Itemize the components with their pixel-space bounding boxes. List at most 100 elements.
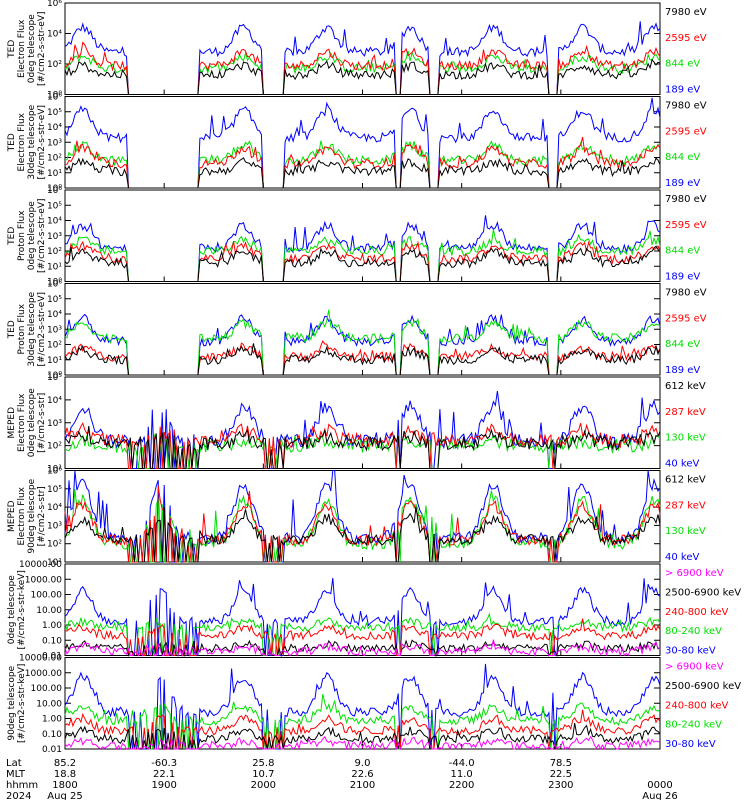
y-tick-label: 1000.00 [25, 575, 62, 585]
channel-label: 189 eV [665, 272, 700, 283]
y-tick-label: 10⁵ [47, 108, 62, 118]
series-black [64, 426, 661, 469]
y-tick-label: 10⁰ [47, 184, 62, 194]
x-label-hhmm: 2000 [251, 780, 276, 791]
y-tick-label: 10⁰ [47, 371, 62, 381]
x-row-title-year: 2024 [6, 791, 31, 800]
y-tick-label: 10³ [47, 138, 62, 148]
channel-label: 189 eV [665, 178, 700, 189]
channel-label: 189 eV [665, 85, 700, 96]
y-tick-label: 10¹ [47, 262, 62, 272]
y-axis-label-line: [#/cm2-s-str-eV] [37, 198, 47, 273]
series-green [64, 693, 661, 750]
y-axis-label-line: 30deg telescope [27, 104, 37, 179]
channel-label: 287 keV [665, 407, 706, 418]
y-tick-label: 10³ [47, 325, 62, 335]
panel-8: 0.01 0.10 1.00 10.00 100.00 1000.00 10000.0090… [7, 654, 741, 756]
channel-label: 2595 eV [665, 126, 707, 137]
y-tick-label: 10⁴ [47, 503, 62, 513]
y-axis-label-line: [#/cm2-s-str-eV] [37, 105, 47, 180]
y-tick-label: 10¹ [47, 356, 62, 366]
y-tick-label: 10⁶ [47, 186, 62, 196]
y-axis-label-line: [#/cm2-s-str-keV] [17, 570, 27, 649]
x-label-mlt: 10.7 [252, 769, 274, 780]
channel-label: 30-80 keV [665, 739, 716, 750]
y-tick-label: 10² [47, 154, 62, 164]
y-axis-label-line: 0deg telescope [27, 388, 37, 458]
y-tick-label: 10⁵ [47, 295, 62, 305]
channel-label: 80-240 keV [665, 720, 722, 731]
panel-frame [64, 283, 661, 376]
x-label-hhmm: 2100 [350, 780, 375, 791]
y-axis-label-line: TED [7, 320, 17, 339]
panel-7: 0.01 0.10 1.00 10.00 100.00 1000.00 10000.000d… [7, 560, 741, 662]
y-axis-label-line: Electron Flux [17, 112, 27, 171]
y-tick-label: 10¹ [47, 465, 62, 475]
series-red [64, 136, 661, 189]
x-row-title-mlt: MLT [6, 769, 26, 780]
x-label-lat: 25.8 [252, 758, 274, 769]
y-tick-label: 0.10 [42, 636, 62, 646]
panel-1: 10⁰ 10² 10⁴ 10⁶ TED Electron Flux 0deg telesco… [7, 0, 707, 101]
series-blue [64, 577, 661, 656]
channel-label: 844 eV [665, 59, 700, 70]
series-blue [64, 470, 661, 563]
series-red [64, 618, 661, 656]
channel-label: 612 keV [665, 381, 706, 392]
y-tick-label: 0.01 [42, 745, 62, 755]
y-tick-label: 10⁰ [47, 278, 62, 288]
channel-label: 844 eV [665, 246, 700, 257]
channel-label: 2595 eV [665, 313, 707, 324]
y-tick-label: 100.00 [31, 684, 63, 694]
y-tick-label: 1.00 [42, 621, 62, 631]
y-tick-label: 10⁴ [47, 396, 62, 406]
series-green [64, 612, 661, 656]
channel-label: 40 keV [665, 459, 699, 470]
channel-label: 30-80 keV [665, 646, 716, 657]
channel-label: > 6900 keV [665, 568, 724, 579]
x-label-mlt: 22.5 [550, 769, 572, 780]
series-black [64, 245, 661, 282]
x-label-hhmm: 1800 [52, 780, 77, 791]
y-tick-label: 10⁴ [47, 30, 62, 40]
y-tick-label: 10⁰ [47, 91, 62, 101]
y-axis-label-line: Electron Flux [17, 393, 27, 452]
y-tick-label: 10³ [47, 521, 62, 531]
y-axis-label-line: Electron Flux [17, 19, 27, 78]
channel-label: 130 keV [665, 526, 706, 537]
y-axis-label-line: Proton Flux [17, 303, 27, 354]
series-blue [64, 663, 661, 750]
x-row-title-lat: Lat [6, 758, 22, 769]
y-axis-label-line: 30deg telescope [27, 291, 37, 366]
x-label-hhmm: 0000 [647, 780, 672, 791]
x-label-mlt: 22.6 [351, 769, 373, 780]
y-tick-label: 10² [47, 341, 62, 351]
y-tick-label: 10⁵ [47, 373, 62, 383]
y-tick-label: 10⁶ [47, 0, 62, 9]
x-label-lat: -44.0 [449, 758, 475, 769]
y-tick-label: 1.00 [42, 715, 62, 725]
x-label-mlt: 22.1 [153, 769, 175, 780]
series-blue [64, 97, 661, 189]
y-axis-label-line: [#/cm2-s-str] [37, 393, 47, 453]
panel-2: 10⁰ 10¹ 10² 10³ 10⁴ 10⁵ 10⁶ TED Electron Flux 30d… [7, 93, 707, 195]
x-label-lat: 78.5 [550, 758, 572, 769]
y-axis-label-line: MEPED [7, 500, 17, 532]
y-axis-label-line: 0deg telescope [7, 575, 17, 645]
series-blue [64, 390, 661, 469]
y-tick-label: 10⁴ [47, 217, 62, 227]
y-tick-label: 10³ [47, 232, 62, 242]
y-axis-label-line: 0deg telescope [27, 201, 37, 271]
y-axis-label-line: MEPED [7, 407, 17, 439]
y-tick-label: 0.01 [42, 652, 62, 662]
channel-label: 287 keV [665, 500, 706, 511]
y-axis-label-line: [#/cm2-s-str-keV] [17, 664, 27, 743]
panel-6: 10¹ 10² 10³ 10⁴ 10⁵ 10⁶ MEPED Electron Flux 90de… [7, 467, 706, 569]
y-tick-label: 10² [47, 60, 62, 70]
channel-label: 240-800 keV [665, 700, 729, 711]
series-magenta [64, 735, 661, 751]
channel-label: 2500-6900 keV [665, 681, 741, 692]
channel-label: 7980 eV [665, 288, 707, 299]
channel-label: 2595 eV [665, 220, 707, 231]
